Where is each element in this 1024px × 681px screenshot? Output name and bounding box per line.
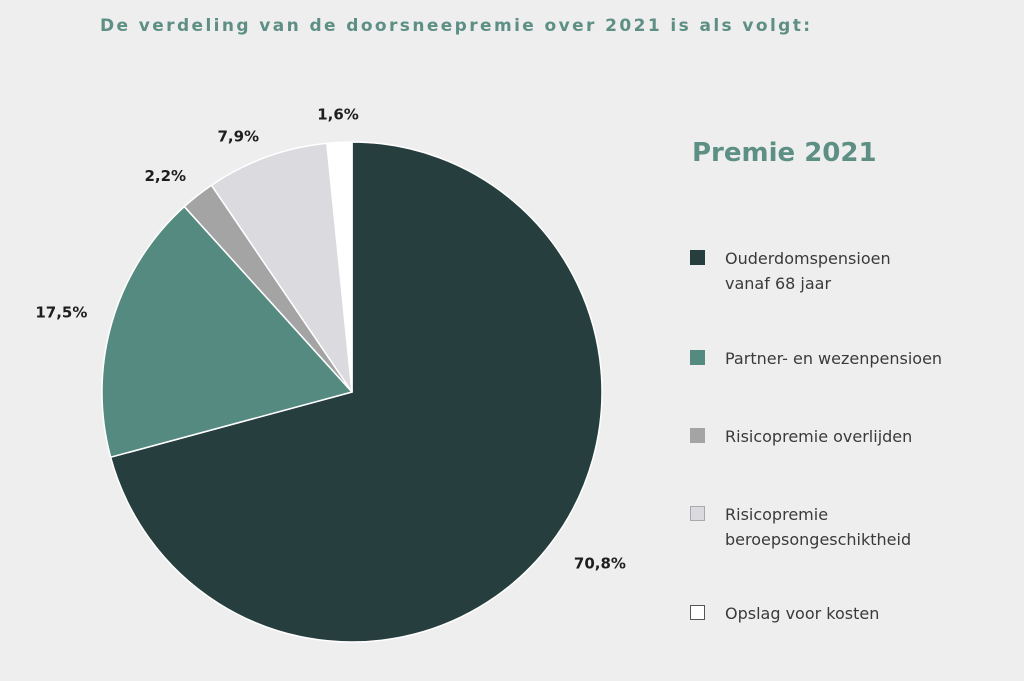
chart-heading: De verdeling van de doorsneepremie over … (100, 16, 813, 36)
legend-label-line: vanaf 68 jaar (725, 274, 832, 293)
pie-slice-4 (210, 142, 353, 393)
legend-item: Opslag voor kosten (690, 601, 1015, 626)
pie-label-3: 2,2% (144, 167, 186, 185)
pie-label-4: 7,9% (217, 127, 259, 145)
legend-label-line: Risicopremie (725, 505, 829, 524)
pie-slices (101, 141, 603, 643)
legend-swatch (690, 428, 705, 443)
legend-item: Risicopremie overlijden (690, 424, 1015, 449)
pie-slice-1 (109, 141, 603, 643)
pie-label-2: 17,5% (35, 304, 87, 322)
legend-title: Premie 2021 (692, 138, 877, 168)
legend-label-line: Opslag voor kosten (725, 604, 880, 623)
legend-label-line: Risicopremie overlijden (725, 427, 913, 446)
legend-swatch (690, 605, 705, 620)
legend-item: Partner- en wezenpensioen (690, 346, 1015, 371)
legend-label: Risicopremie beroepsongeschiktheid (725, 502, 1015, 552)
legend-item: Ouderdomspensioen vanaf 68 jaar (690, 246, 1015, 296)
pie-labels: 70,8% 17,5% 2,2% 7,9% 1,6% (35, 105, 626, 572)
legend: Ouderdomspensioen vanaf 68 jaar Partner- e… (690, 0, 1020, 681)
pie-label-5: 1,6% (317, 105, 359, 123)
pie-slice-5 (326, 141, 353, 393)
legend-swatch (690, 350, 705, 365)
pie-slice-2 (101, 205, 353, 458)
pie-label-1: 70,8% (574, 554, 626, 572)
legend-swatch (690, 506, 705, 521)
legend-label: Partner- en wezenpensioen (725, 346, 1015, 371)
legend-label-line: Partner- en wezenpensioen (725, 349, 943, 368)
legend-swatch (690, 250, 705, 265)
legend-label: Ouderdomspensioen vanaf 68 jaar (725, 246, 1015, 296)
legend-label-line: Ouderdomspensioen (725, 249, 891, 268)
legend-label: Opslag voor kosten (725, 601, 1015, 626)
legend-item: Risicopremie beroepsongeschiktheid (690, 502, 1015, 552)
legend-label: Risicopremie overlijden (725, 424, 1015, 449)
pie-chart: 70,8% 17,5% 2,2% 7,9% 1,6% (35, 105, 626, 643)
legend-label-line: beroepsongeschiktheid (725, 530, 912, 549)
